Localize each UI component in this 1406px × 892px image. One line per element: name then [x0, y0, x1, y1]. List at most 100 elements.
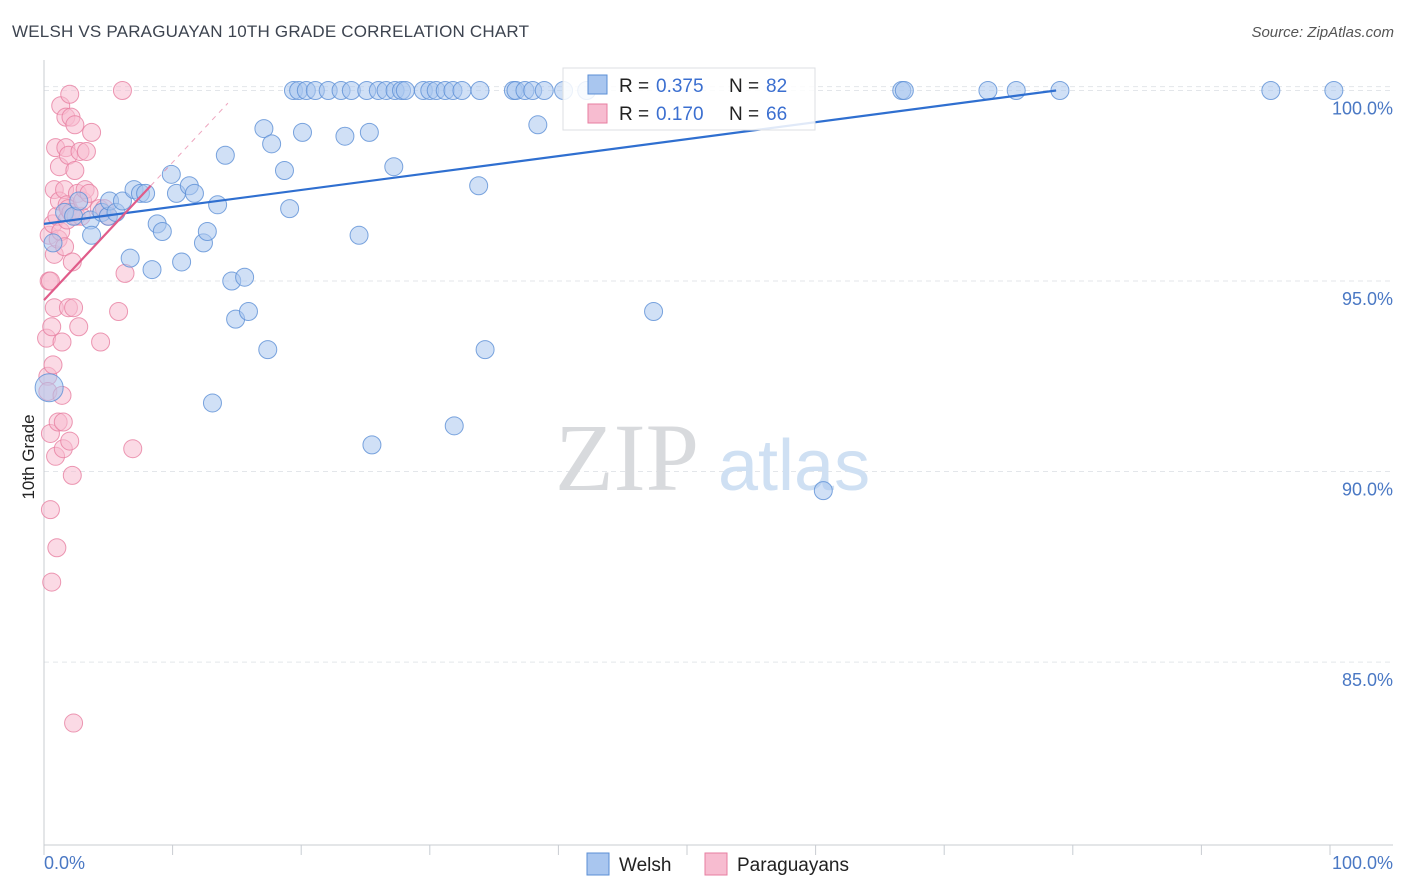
- legend-welsh-n-label: N =: [729, 76, 759, 97]
- legend-welsh-r-label: R =: [619, 76, 649, 97]
- paraguayans-point-42: [62, 465, 82, 485]
- stats-legend: R = 0.375 N = 82 R = 0.170 N = 66: [562, 67, 816, 131]
- paraguayans-points: [37, 80, 143, 733]
- x-tick-label-max: 100.0%: [1332, 853, 1393, 873]
- legend-welsh-r-value: 0.375: [656, 76, 704, 97]
- y-tick-label-85: 85.0%: [1342, 670, 1393, 690]
- legend-para-n-value: 66: [766, 104, 787, 125]
- welsh-point-79: [978, 80, 998, 100]
- welsh-point-18: [152, 221, 172, 241]
- y-tick-label-95: 95.0%: [1342, 289, 1393, 309]
- welsh-point-72: [534, 80, 554, 100]
- paraguayans-point-44: [64, 713, 84, 733]
- paraguayans-trend-line: [43, 185, 152, 301]
- legend-para-r-label: R =: [619, 104, 649, 125]
- legend-swatch-paraguayans: [587, 103, 608, 124]
- welsh-point-32: [238, 302, 258, 322]
- welsh-point-33: [254, 119, 274, 139]
- paraguayans-point-7: [42, 572, 62, 592]
- legend-para-r-value: 0.170: [656, 104, 704, 125]
- paraguayans-point-54: [76, 141, 96, 161]
- welsh-point-83: [1324, 80, 1344, 100]
- paraguayans-trend-extension: [150, 102, 229, 187]
- paraguayans-point-25: [52, 332, 72, 352]
- welsh-point-65: [470, 80, 490, 100]
- paraguayans-point-61: [109, 302, 129, 322]
- welsh-point-12: [120, 248, 140, 268]
- bottom-legend-swatch-welsh: [586, 852, 610, 876]
- welsh-point-50: [362, 435, 382, 455]
- welsh-point-6: [82, 225, 102, 245]
- welsh-point-76: [813, 481, 833, 501]
- bottom-legend-paraguayans: Paraguayans: [737, 855, 849, 876]
- welsh-point-78: [894, 80, 914, 100]
- x-tick-label-min: 0.0%: [44, 853, 85, 873]
- paraguayans-point-64: [123, 439, 143, 459]
- welsh-point-4: [69, 191, 89, 211]
- welsh-point-75: [644, 302, 664, 322]
- paraguayans-point-8: [42, 317, 62, 337]
- welsh-point-37: [280, 199, 300, 219]
- welsh-point-62: [444, 416, 464, 436]
- welsh-point-45: [335, 126, 355, 146]
- paraguayans-point-16: [47, 538, 67, 558]
- welsh-point-16: [142, 260, 162, 280]
- watermark-atlas: atlas: [718, 426, 870, 506]
- paraguayans-point-38: [60, 431, 80, 451]
- welsh-point-63: [452, 80, 472, 100]
- watermark-zip: ZIP: [555, 404, 699, 511]
- welsh-point-40: [292, 122, 312, 142]
- paraguayans-point-26: [53, 412, 73, 432]
- chart-title: WELSH VS PARAGUAYAN 10TH GRADE CORRELATI…: [12, 22, 530, 41]
- welsh-point-71: [528, 115, 548, 135]
- welsh-point-34: [258, 340, 278, 360]
- paraguayans-point-49: [69, 317, 89, 337]
- legend-welsh-n-value: 82: [766, 76, 787, 97]
- axes: [43, 60, 1393, 855]
- paraguayans-point-56: [82, 122, 102, 142]
- paraguayans-point-9: [43, 355, 63, 375]
- paraguayans-point-46: [65, 115, 85, 135]
- series-legend: Welsh Paraguayans: [586, 852, 849, 876]
- welsh-point-35: [262, 134, 282, 154]
- welsh-point-25: [197, 221, 217, 241]
- y-tick-label-90: 90.0%: [1342, 480, 1393, 500]
- y-tick-labels: 85.0% 90.0% 95.0% 100.0%: [1332, 98, 1393, 690]
- legend-swatch-welsh: [587, 74, 608, 95]
- bottom-legend-welsh: Welsh: [619, 855, 671, 876]
- welsh-point-64: [469, 176, 489, 196]
- source-label: Source: ZipAtlas.com: [1251, 24, 1394, 41]
- welsh-point-26: [202, 393, 222, 413]
- welsh-point-11: [112, 191, 132, 211]
- welsh-point-21: [172, 252, 192, 272]
- gridlines: [44, 86, 1393, 663]
- paraguayans-point-65: [40, 271, 60, 291]
- paraguayans-point-58: [91, 332, 111, 352]
- welsh-point-1: [43, 233, 63, 253]
- paraguayans-point-43: [64, 298, 84, 318]
- welsh-point-0: [34, 373, 64, 403]
- welsh-point-15: [136, 183, 156, 203]
- welsh-point-19: [161, 164, 181, 184]
- welsh-trend-line: [43, 89, 1057, 225]
- welsh-point-82: [1261, 80, 1281, 100]
- bottom-legend-swatch-paraguayans: [704, 852, 728, 876]
- legend-para-n-label: N =: [729, 104, 759, 125]
- paraguayans-point-45: [65, 161, 85, 181]
- welsh-point-66: [475, 340, 495, 360]
- welsh-point-31: [235, 267, 255, 287]
- paraguayans-point-6: [40, 500, 60, 520]
- welsh-point-28: [215, 145, 235, 165]
- paraguayans-point-62: [112, 80, 132, 100]
- welsh-point-36: [274, 161, 294, 181]
- y-tick-label-100: 100.0%: [1332, 98, 1393, 118]
- y-axis-label: 10th Grade: [19, 414, 38, 499]
- welsh-point-56: [395, 80, 415, 100]
- welsh-point-23: [184, 183, 204, 203]
- welsh-points: [34, 80, 1344, 501]
- welsh-point-53: [384, 157, 404, 177]
- welsh-point-27: [208, 195, 228, 215]
- welsh-point-47: [349, 225, 369, 245]
- paraguayans-point-37: [60, 84, 80, 104]
